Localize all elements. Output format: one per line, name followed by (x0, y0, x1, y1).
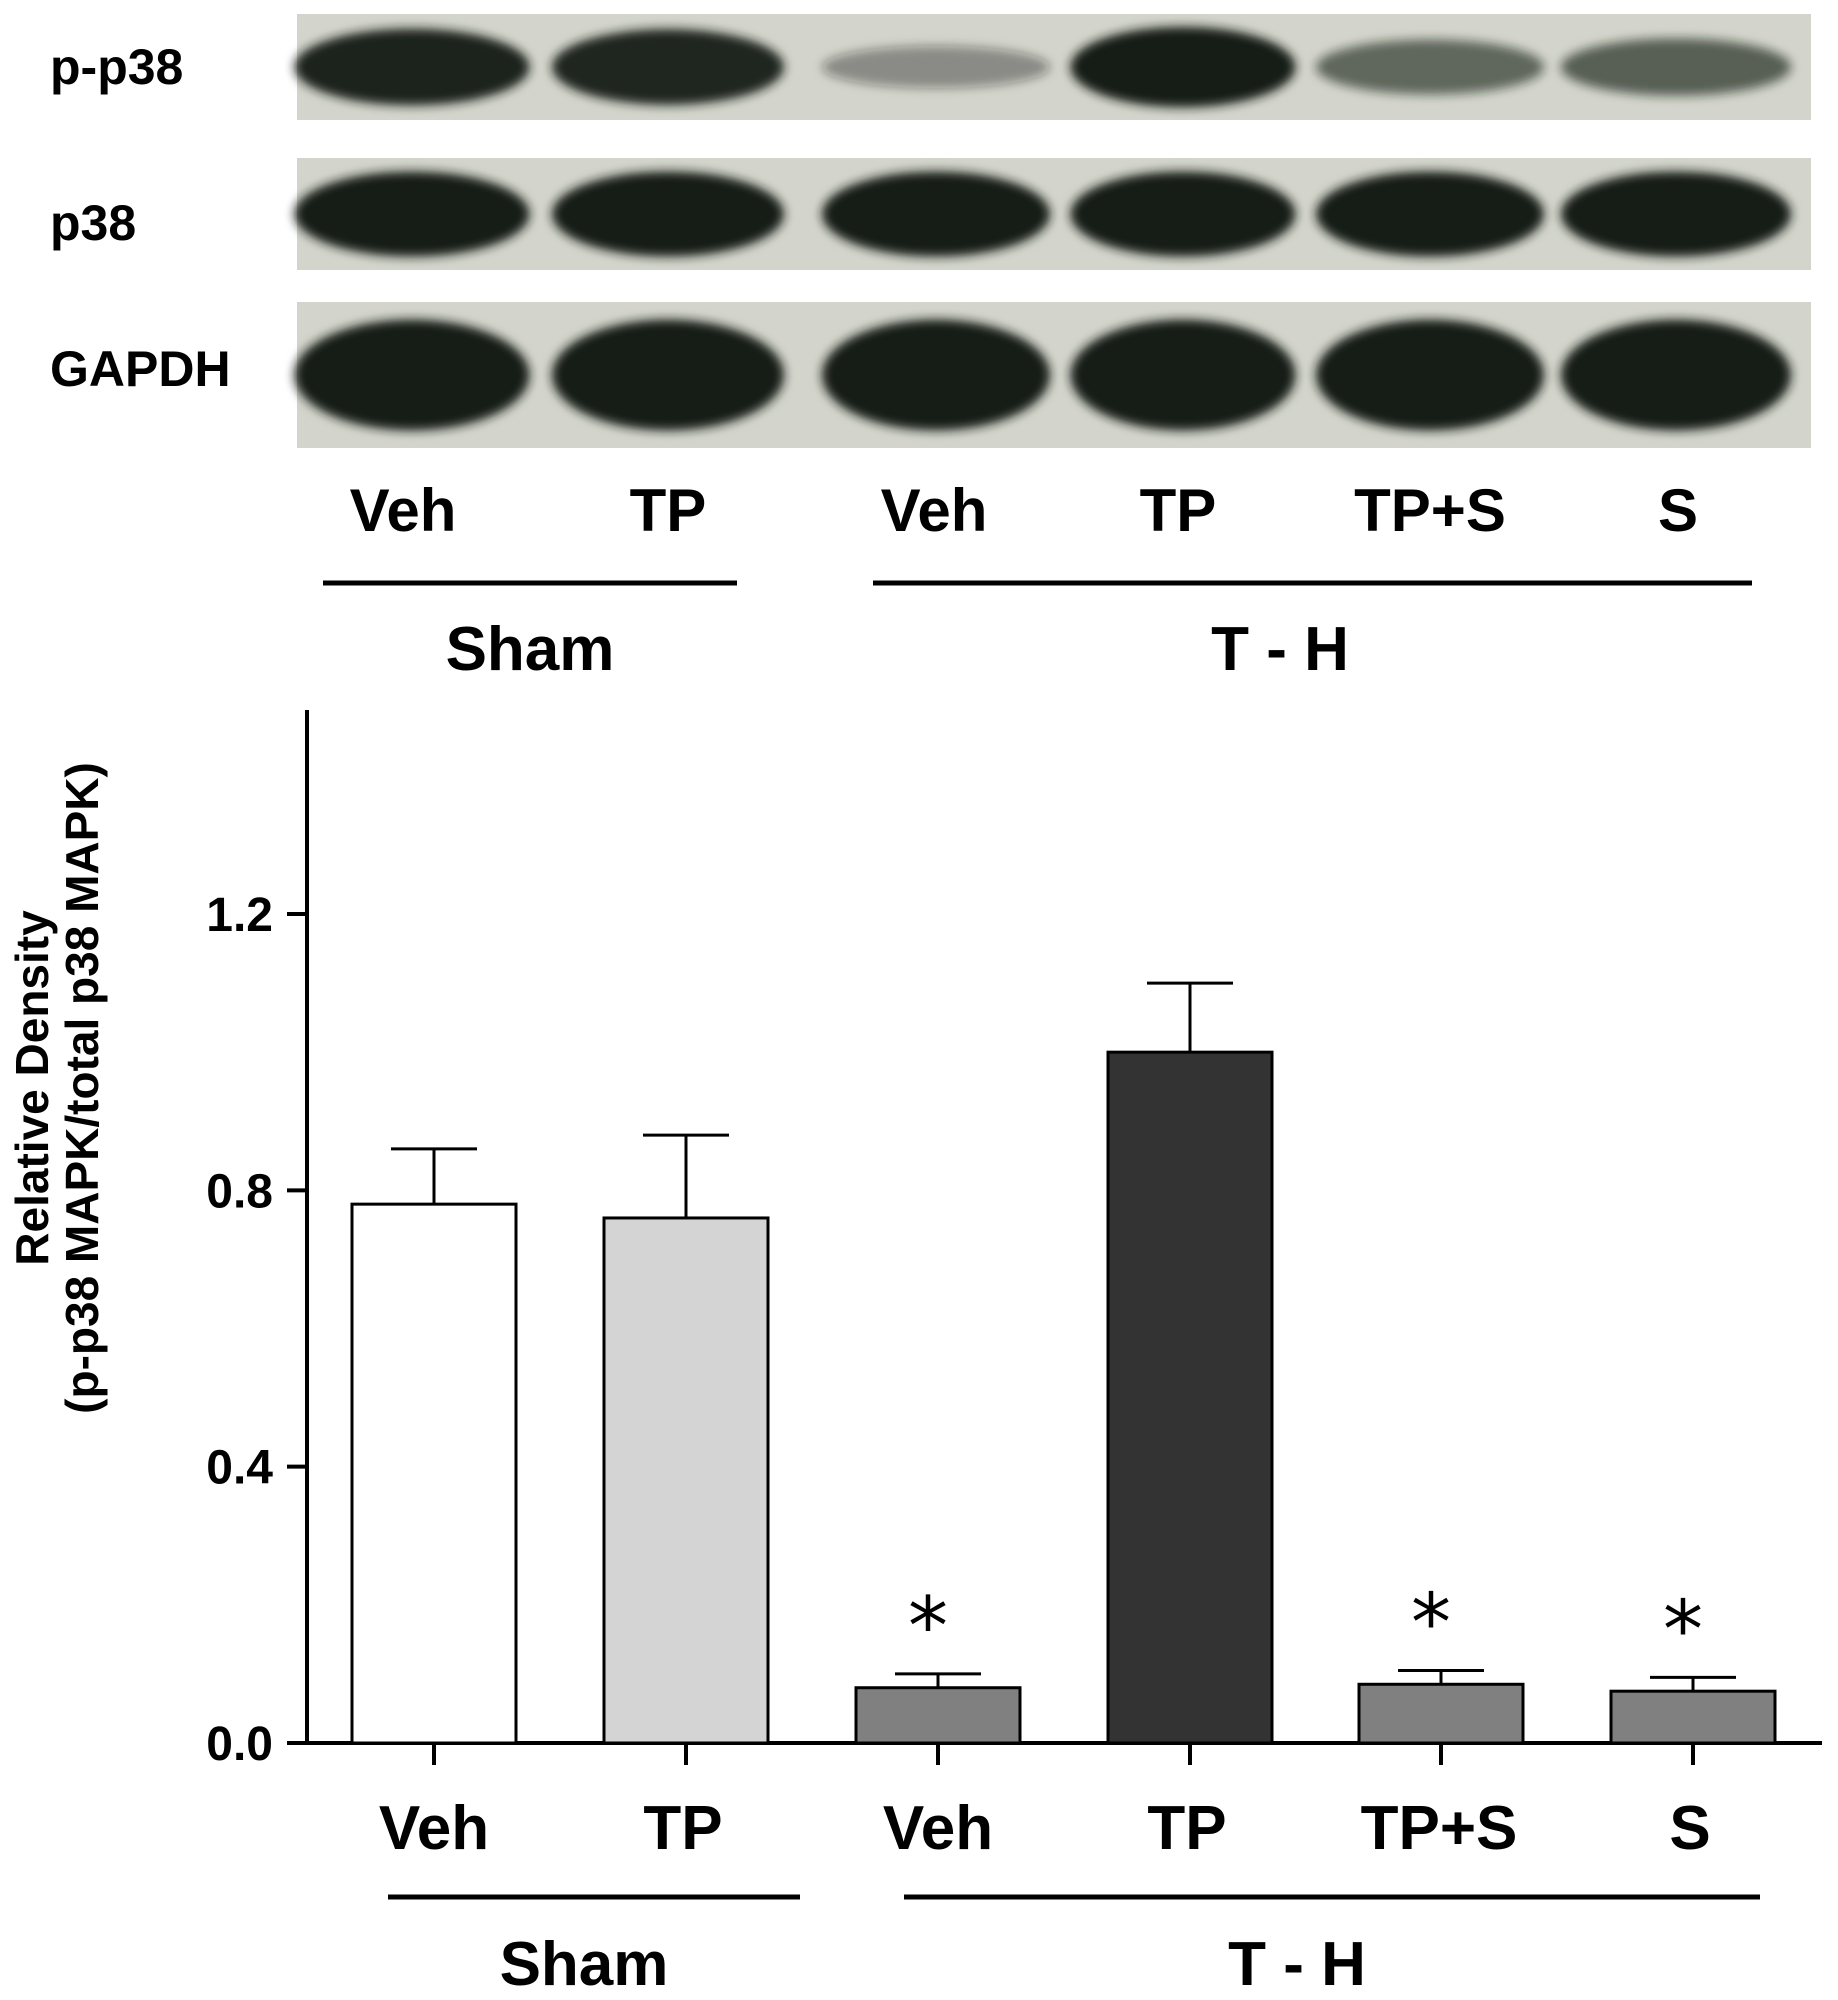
blot-band (294, 171, 530, 257)
x-tick-label: TP (1147, 1794, 1226, 1863)
western-blot: p-p38 p38 GAPDH (50, 14, 1811, 448)
blot-row: p38 (50, 158, 1811, 270)
blot-group-label: T - H (1211, 615, 1349, 684)
blot-band (822, 171, 1050, 257)
bar (350, 1202, 518, 1745)
blot-row: p-p38 (50, 14, 1811, 120)
x-tick-label: TP (643, 1794, 722, 1863)
blot-band (552, 319, 784, 431)
blot-lane-label: TP (630, 477, 707, 544)
y-tick-label: 1.2 (206, 889, 273, 942)
significance-marker: * (1663, 1583, 1703, 1676)
x-tick-label: Veh (379, 1794, 489, 1863)
y-tick-label: 0.8 (206, 1165, 273, 1218)
blot-band (1070, 171, 1296, 257)
blot-lane-label: TP+S (1354, 477, 1506, 544)
group-label: T - H (1228, 1930, 1366, 1999)
blot-band (1070, 26, 1296, 108)
blot-band (822, 319, 1050, 431)
blot-band (552, 29, 784, 105)
blot-row-label: GAPDH (50, 341, 231, 397)
x-tick-label: TP+S (1361, 1794, 1518, 1863)
bar-chart: Relative Density (p-p38 MAPK/total p38 M… (6, 710, 1822, 1999)
blot-band (552, 171, 784, 257)
blot-lane-labels: Veh TP Veh TP TP+S S Sham T - H (323, 477, 1752, 684)
bar (602, 1216, 770, 1745)
blot-strip (297, 14, 1811, 120)
y-tick-label: 0.4 (206, 1442, 273, 1495)
bar (1609, 1689, 1777, 1745)
group-label: Sham (500, 1930, 669, 1999)
blot-row: GAPDH (50, 302, 1811, 448)
blot-band (1561, 171, 1791, 257)
blot-band (1070, 319, 1296, 431)
blot-group-label: Sham (446, 615, 615, 684)
blot-lane-label: TP (1140, 477, 1217, 544)
blot-band (294, 28, 530, 106)
y-axis-sublabel: (p-p38 MAPK/total p38 MAPK) (56, 762, 108, 1414)
x-tick-label: Veh (883, 1794, 993, 1863)
blot-band (1316, 319, 1544, 431)
y-axis-label: Relative Density (6, 910, 58, 1266)
blot-strip (297, 158, 1811, 270)
blot-band (1316, 39, 1544, 95)
bar (1357, 1682, 1525, 1745)
significance-marker: * (1411, 1576, 1451, 1669)
bar (1106, 1050, 1274, 1745)
bar (854, 1686, 1022, 1745)
blot-row-label: p38 (50, 195, 136, 251)
blot-band (822, 45, 1050, 89)
blot-band (1316, 171, 1544, 257)
blot-strip (297, 302, 1811, 448)
blot-row-label: p-p38 (50, 39, 183, 95)
blot-band (1561, 319, 1791, 431)
blot-lane-label: S (1658, 477, 1698, 544)
blot-lane-label: Veh (350, 477, 457, 544)
significance-marker: * (908, 1580, 948, 1673)
blot-lane-label: Veh (881, 477, 988, 544)
y-tick-label: 0.0 (206, 1718, 273, 1771)
blot-band (1561, 38, 1791, 96)
chart-marks: 0.0 0.4 0.8 1.2 Veh TP * Veh TP * TP+S * S Sham T - H (206, 710, 1822, 1999)
blot-band (294, 319, 530, 431)
x-tick-label: S (1669, 1794, 1710, 1863)
